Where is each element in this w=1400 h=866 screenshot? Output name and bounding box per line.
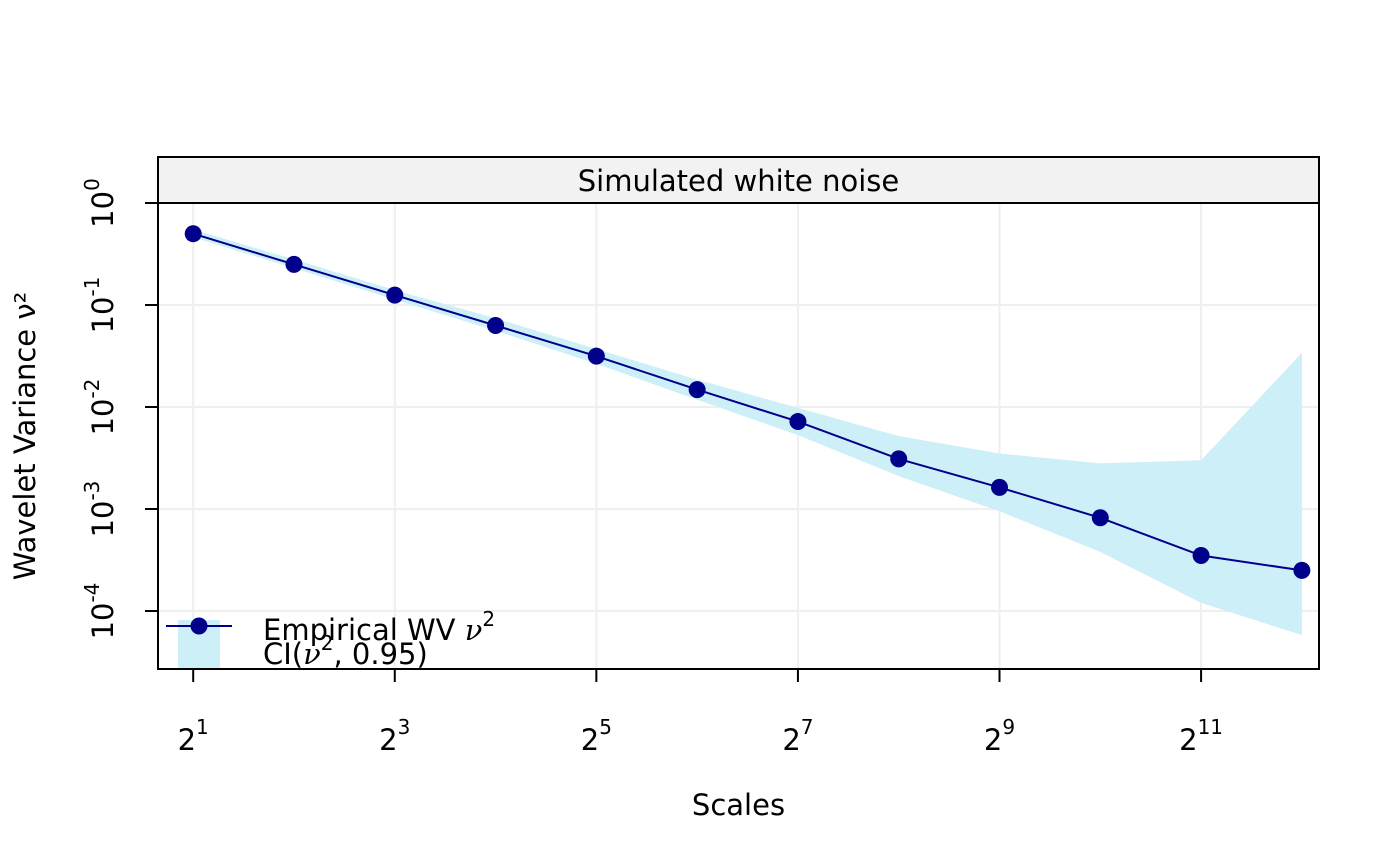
data-point bbox=[789, 413, 807, 431]
data-point bbox=[285, 255, 303, 273]
data-point bbox=[1091, 509, 1109, 527]
data-point bbox=[487, 316, 505, 334]
empirical-wv-series bbox=[184, 225, 1311, 579]
x-tick-label: 211 bbox=[1179, 715, 1223, 757]
data-point bbox=[184, 225, 202, 243]
confidence-interval-band bbox=[193, 229, 1302, 636]
y-tick-label: 10-1 bbox=[80, 277, 120, 334]
y-tick-label: 100 bbox=[80, 178, 120, 228]
x-axis: 21 23 25 27 29 211 bbox=[178, 668, 1223, 757]
legend-label-ci: CI(ν2, 0.95) bbox=[263, 631, 428, 671]
data-point bbox=[1192, 547, 1210, 565]
legend-point-swatch bbox=[190, 617, 208, 635]
ci-band bbox=[193, 229, 1302, 636]
x-axis-label: Scales bbox=[692, 788, 785, 822]
data-point bbox=[1293, 561, 1311, 579]
y-tick-label: 10-3 bbox=[80, 481, 120, 538]
x-tick-label: 29 bbox=[984, 715, 1015, 757]
data-point bbox=[386, 286, 404, 304]
y-axis: 100 10-1 10-2 10-3 10-4 bbox=[80, 178, 159, 640]
y-tick-label: 10-4 bbox=[80, 583, 120, 640]
legend-label-empirical: Empirical WV ν2 bbox=[263, 607, 495, 647]
x-tick-label: 25 bbox=[581, 715, 612, 757]
data-point bbox=[688, 381, 706, 399]
data-point bbox=[587, 347, 605, 365]
x-tick-label: 27 bbox=[782, 715, 813, 757]
chart-title: Simulated white noise bbox=[578, 164, 899, 198]
y-axis-label: Wavelet Variance ν² bbox=[8, 292, 42, 580]
title-strip bbox=[157, 156, 1320, 204]
x-tick-label: 23 bbox=[379, 715, 410, 757]
series-line bbox=[192, 232, 1303, 572]
x-tick-label: 21 bbox=[178, 715, 209, 757]
data-point bbox=[991, 478, 1009, 496]
data-point bbox=[890, 450, 908, 468]
y-tick-label: 10-2 bbox=[80, 379, 120, 436]
